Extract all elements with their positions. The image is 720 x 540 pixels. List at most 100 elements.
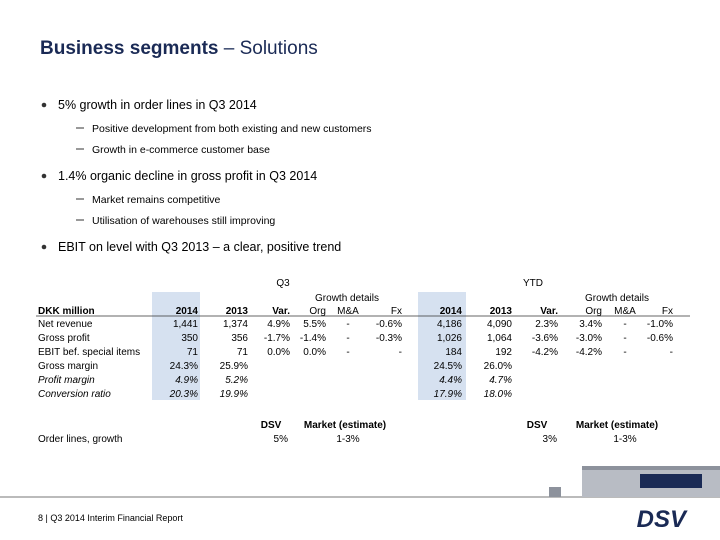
cell: 3% xyxy=(543,434,558,445)
column-header: Fx xyxy=(662,306,673,317)
bullet-dot xyxy=(41,173,47,179)
cell: -4.2% xyxy=(576,347,602,358)
section-label: YTD xyxy=(523,278,543,289)
bullet-text: 5% growth in order lines in Q3 2014 xyxy=(58,98,257,112)
row-label: EBIT bef. special items xyxy=(38,347,140,358)
sign xyxy=(640,474,702,488)
cell: - xyxy=(346,333,349,344)
footer: 8 | Q3 2014 Interim Financial Report xyxy=(38,513,183,523)
column-header: M&A xyxy=(614,306,636,317)
bullets: 5% growth in order lines in Q3 2014 Posit… xyxy=(41,98,372,254)
cell: 20.3% xyxy=(169,389,198,400)
cell: 0.0% xyxy=(267,347,290,358)
cell: 3.4% xyxy=(579,319,602,330)
bullet-dot xyxy=(41,102,47,108)
bullet-text: EBIT on level with Q3 2013 – a clear, po… xyxy=(58,240,341,254)
highlight-column xyxy=(418,292,466,400)
column-header: 2014 xyxy=(176,306,199,317)
cell: 5.5% xyxy=(303,319,326,330)
cell: 5.2% xyxy=(225,375,248,386)
highlight-column xyxy=(152,292,200,400)
cell: 4,186 xyxy=(437,319,462,330)
cell: 71 xyxy=(237,347,249,358)
column-header: DSV xyxy=(527,420,548,431)
column-header: Market (estimate) xyxy=(304,420,386,431)
cell: -1.0% xyxy=(647,319,673,330)
cell: 19.9% xyxy=(220,389,248,400)
column-header: Org xyxy=(585,306,602,317)
cell: 350 xyxy=(181,333,198,344)
cell: 1,026 xyxy=(437,333,462,344)
group-label: Growth details xyxy=(315,293,379,304)
cell: 4.7% xyxy=(489,375,512,386)
logo: DSV xyxy=(637,506,688,533)
cell: 1-3% xyxy=(336,434,359,445)
title-rest: – Solutions xyxy=(224,38,318,59)
cell: 0.0% xyxy=(303,347,326,358)
column-header: DSV xyxy=(261,420,282,431)
sub-bullet-text: Positive development from both existing … xyxy=(92,123,372,135)
group-label: Growth details xyxy=(585,293,649,304)
title: Business segments – Solutions xyxy=(40,38,318,59)
cell: 18.0% xyxy=(484,389,512,400)
sub-bullet-text: Utilisation of warehouses still improvin… xyxy=(92,215,275,227)
column-header: M&A xyxy=(337,306,359,317)
column-header: DKK million xyxy=(38,306,95,317)
column-header: 2013 xyxy=(490,306,513,317)
column-header: Org xyxy=(309,306,326,317)
title-bold: Business segments xyxy=(40,38,218,59)
bullet-dot xyxy=(41,244,47,250)
cell: 17.9% xyxy=(434,389,462,400)
cell: - xyxy=(346,347,349,358)
cell: - xyxy=(623,319,626,330)
cell: -4.2% xyxy=(532,347,558,358)
row-label: Gross margin xyxy=(38,361,98,372)
section-label: Q3 xyxy=(276,278,290,289)
cell: 25.9% xyxy=(220,361,248,372)
cell: 5% xyxy=(274,434,289,445)
cell: 4.9% xyxy=(175,375,198,386)
cell: -3.0% xyxy=(576,333,602,344)
column-header: Fx xyxy=(391,306,402,317)
building-graphic xyxy=(549,466,720,497)
box xyxy=(549,487,561,497)
cell: - xyxy=(623,347,626,358)
cell: 356 xyxy=(231,333,248,344)
cell: -1.4% xyxy=(300,333,326,344)
row-label: Conversion ratio xyxy=(38,389,111,400)
row-label: Order lines, growth xyxy=(38,434,122,445)
column-header: Market (estimate) xyxy=(576,420,658,431)
cell: 1,064 xyxy=(487,333,512,344)
cell: 1,441 xyxy=(173,319,198,330)
cell: 2.3% xyxy=(535,319,558,330)
bullet-text: 1.4% organic decline in gross profit in … xyxy=(58,169,317,183)
table: Q3 YTD Growth details Growth details DKK mil… xyxy=(38,278,673,445)
column-header: 2013 xyxy=(226,306,249,317)
row-label: Gross profit xyxy=(38,333,90,344)
cell: 1,374 xyxy=(223,319,248,330)
cell: 24.3% xyxy=(170,361,198,372)
cell: 4.4% xyxy=(439,375,462,386)
column-header: Var. xyxy=(272,306,290,317)
cell: 71 xyxy=(187,347,199,358)
column-header: Var. xyxy=(540,306,558,317)
cell: -3.6% xyxy=(532,333,558,344)
cell: 192 xyxy=(495,347,512,358)
cell: - xyxy=(670,347,673,358)
cell: -0.6% xyxy=(647,333,673,344)
cell: 4.9% xyxy=(267,319,290,330)
cell: 26.0% xyxy=(484,361,512,372)
row-label: Profit margin xyxy=(38,375,95,386)
row-label: Net revenue xyxy=(38,319,93,330)
sub-bullet-text: Growth in e-commerce customer base xyxy=(92,144,270,156)
cell: 1-3% xyxy=(613,434,636,445)
cell: -1.7% xyxy=(264,333,290,344)
roof xyxy=(582,466,720,470)
cell: - xyxy=(623,333,626,344)
cell: 184 xyxy=(445,347,462,358)
cell: 4,090 xyxy=(487,319,512,330)
cell: - xyxy=(346,319,349,330)
cell: 24.5% xyxy=(434,361,462,372)
